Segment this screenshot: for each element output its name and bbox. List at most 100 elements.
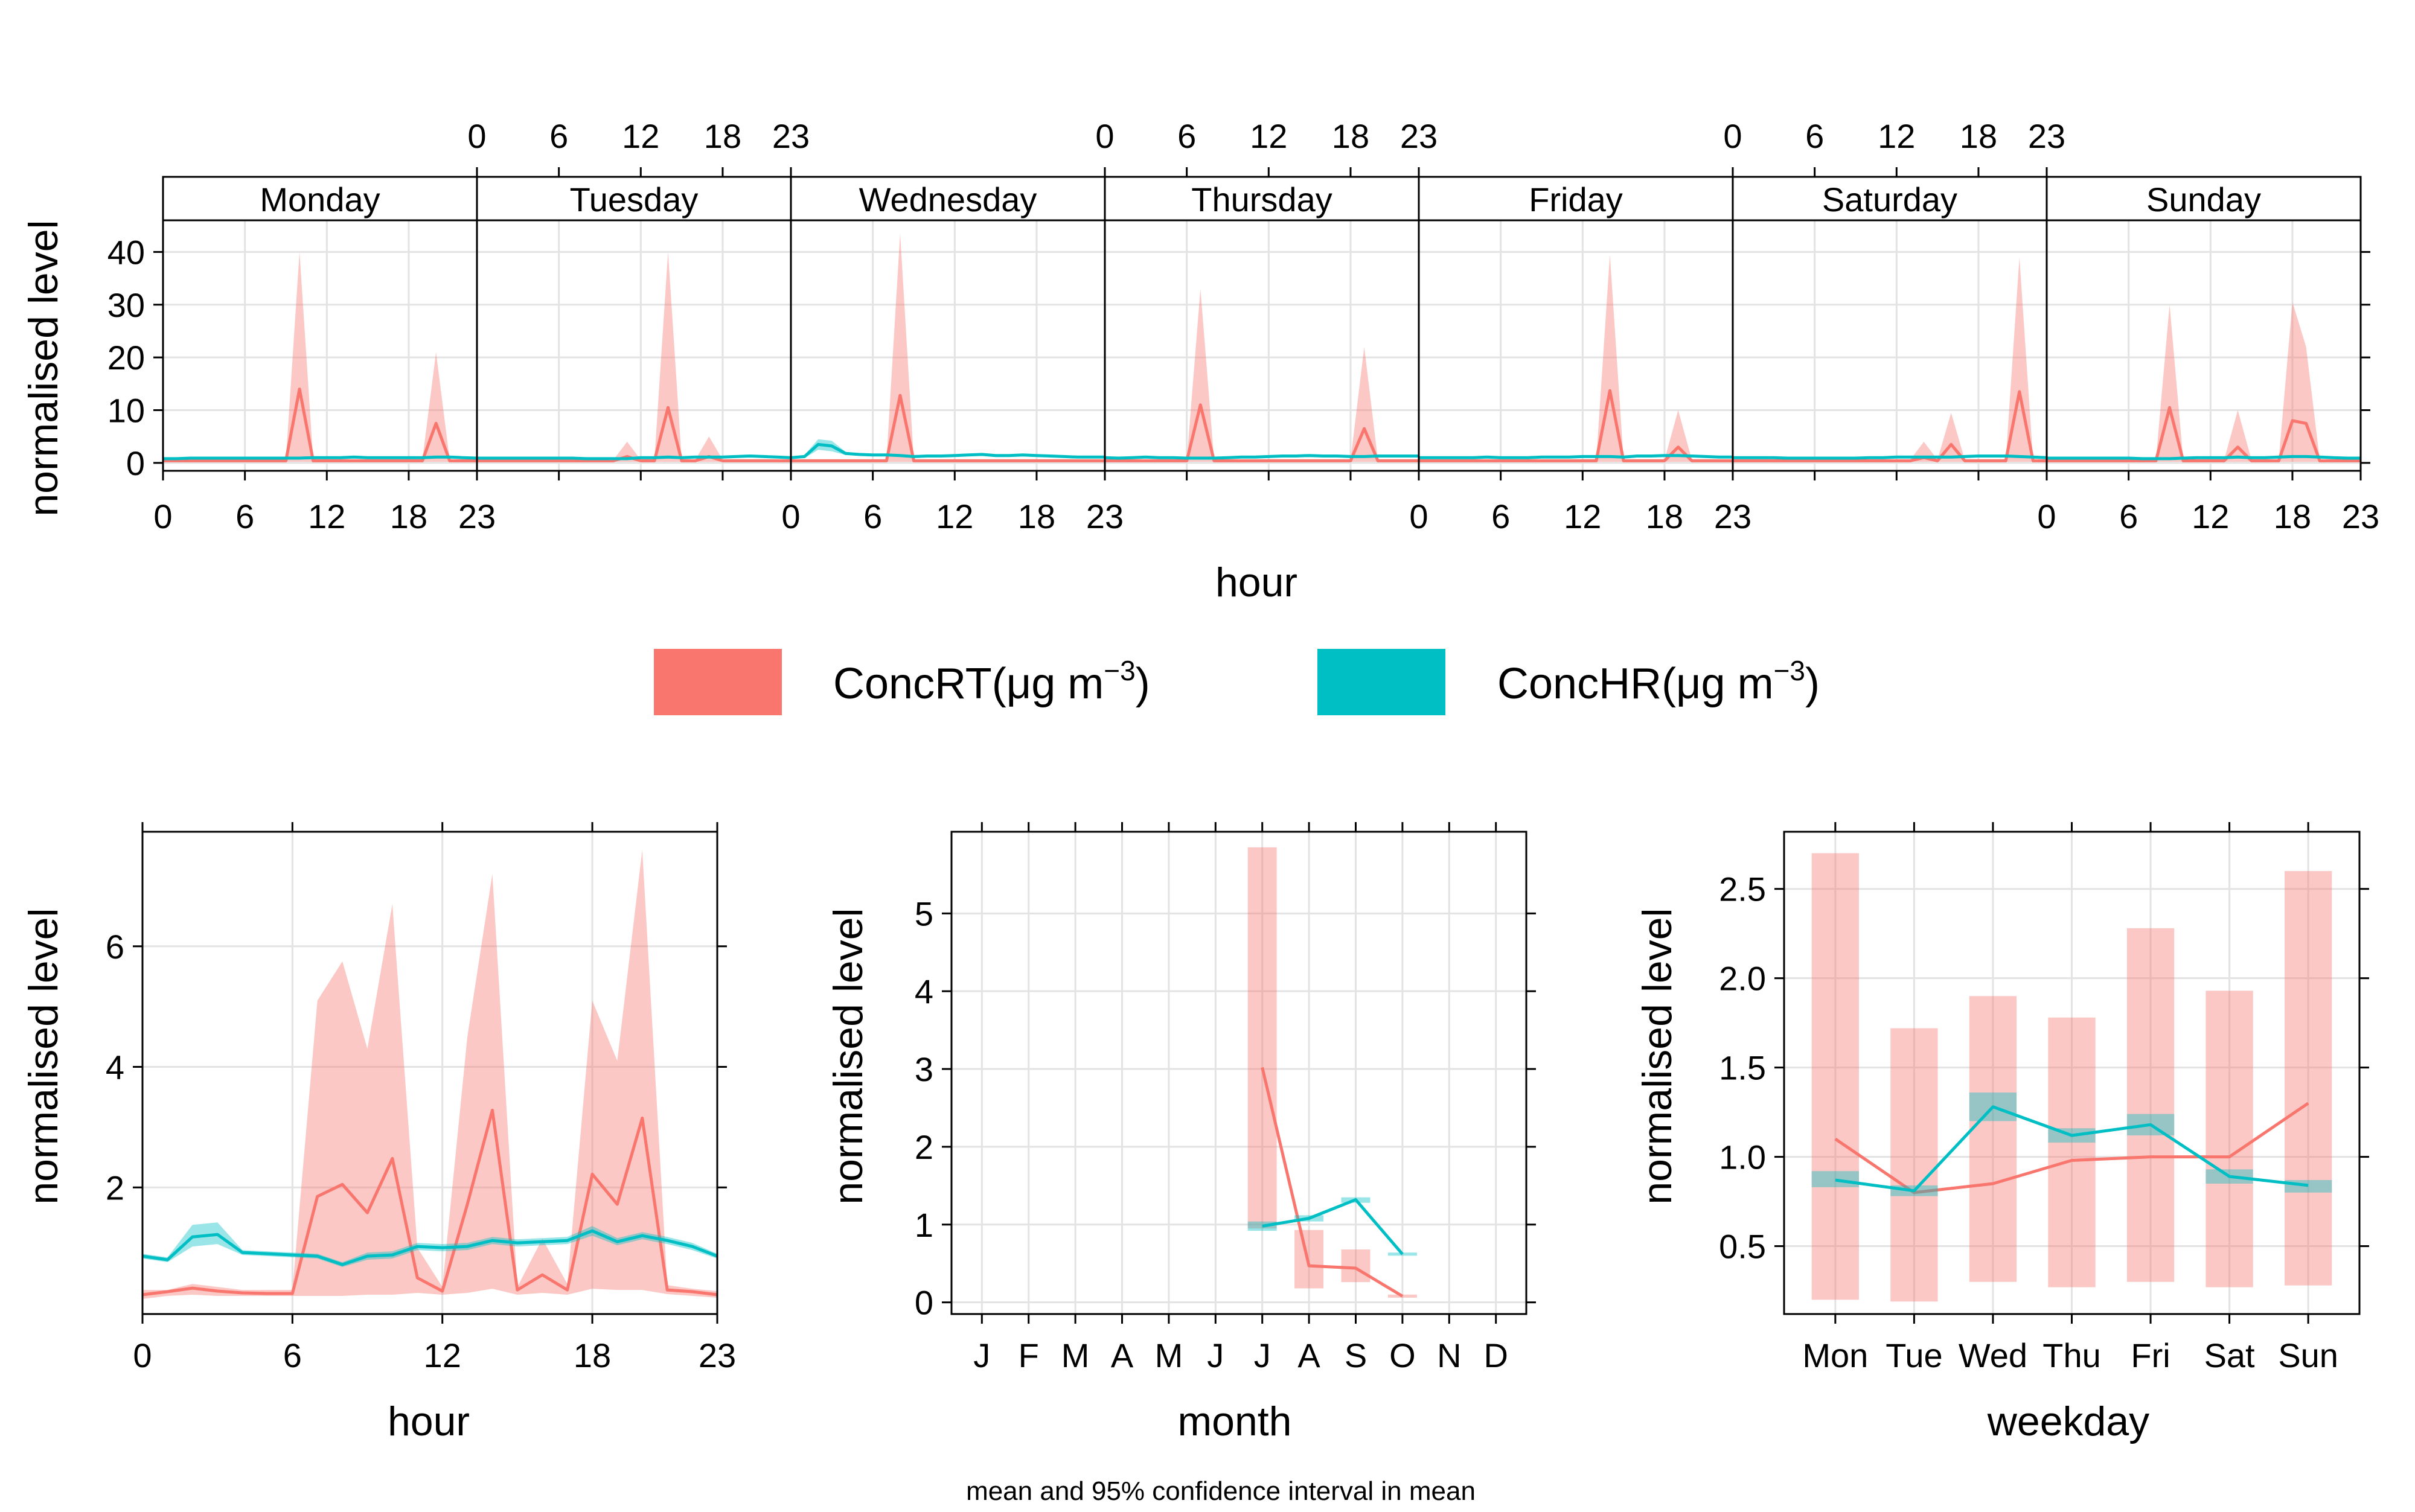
xtick-label: 18 [390,497,427,535]
xtick-label: J [973,1336,990,1374]
xtick-label: 23 [2028,117,2065,155]
strip-label-wednesday: Wednesday [859,180,1037,219]
xtick-label: 6 [549,117,568,155]
series-line-conchr [1262,1198,1404,1255]
series-line-conchr [1733,455,2047,460]
legend-swatch-conchr [1317,649,1445,715]
dayhour-panel-wednesday: Wednesday 0 6 12 18 23 [781,177,1124,535]
xtick-label: 0 [2037,497,2056,535]
xtick-label: Sat [2204,1336,2255,1374]
hour-xlabel: hour [388,1399,470,1444]
ci-bar-concrt [1969,996,2017,1282]
ytick-label: 2 [106,1169,124,1207]
xtick-label: 23 [1400,117,1438,155]
xtick-label: 0 [1409,497,1428,535]
ytick-label: 6 [106,928,124,966]
ytick-label: 30 [107,286,145,324]
ytick-label: 2.0 [1719,960,1766,998]
weekday-xlabel: weekday [1987,1399,2149,1444]
ytick-label: 1.5 [1719,1049,1766,1087]
xtick-label: 18 [1960,117,1997,155]
xtick-label: 12 [1878,117,1915,155]
xtick-label: M [1155,1336,1183,1374]
xtick-label: 12 [622,117,659,155]
ci-bar-concrt [2048,1017,2096,1287]
panel-frame [790,219,1106,472]
dayhour-panel-thursday: Thursday 0 6 12 18 23 [1095,117,1438,480]
ci-bar-conchr [1811,1171,1860,1187]
series-line-conchr [163,455,478,461]
xtick-label: 18 [1646,497,1683,535]
legend-swatch-concrt [654,649,782,715]
series-line-concrt [1733,390,2047,462]
xtick-label: 6 [2119,497,2138,535]
xtick-label: 12 [1564,497,1601,535]
xtick-label: 23 [2342,497,2379,535]
xtick-label: Mon [1802,1336,1868,1374]
dayhour-panel-tuesday: Tuesday 0 6 12 18 23 [467,117,810,480]
ci-band-concrt [163,252,477,462]
ci-bar-concrt [2205,990,2253,1287]
ytick-label: 1.0 [1719,1138,1766,1176]
strip-label-tuesday: Tuesday [570,180,699,219]
xtick-label: 18 [2274,497,2311,535]
ytick-label: 4 [106,1048,124,1086]
xtick-label: 23 [772,117,810,155]
panel-frame [476,219,792,472]
ci-band-concrt [791,233,1105,462]
xtick-label: Sun [2278,1336,2338,1374]
panel-frame [950,831,1527,1315]
xtick-label: 23 [699,1336,736,1374]
ytick-label: 20 [107,339,145,377]
ci-bar-concrt [2284,871,2332,1286]
dayhour-panel-sunday: Sunday 0 6 12 18 23 [2037,177,2379,535]
xtick-label: 6 [1805,117,1824,155]
caption: mean and 95% confidence interval in mean [966,1476,1476,1506]
dayhour-ylabel: normalised level [21,220,66,516]
xtick-label: 0 [133,1336,152,1374]
series-line-conchr [1419,454,1733,459]
ci-bar-concrt [1247,847,1277,1229]
weekday-ylabel: normalised level [1634,908,1680,1204]
ytick-label: 0 [126,444,145,482]
xtick-label: 23 [458,497,496,535]
series-line-concrt [1105,403,1419,462]
series-line-conchr [2047,455,2361,461]
strip-label-saturday: Saturday [1822,180,1957,219]
xtick-label: 23 [1714,497,1751,535]
xtick-label: 6 [1491,497,1510,535]
xtick-label: A [1111,1336,1134,1374]
series-line-concrt [142,1108,718,1297]
xtick-label: Fri [2131,1336,2170,1374]
hour-panel-group: 0 6 12 18 23 2 4 6 [106,822,736,1374]
panel-frame [2046,219,2362,472]
series-line-concrt [791,394,1105,462]
xtick-label: 6 [283,1336,302,1374]
ci-band-concrt [2047,302,2361,462]
ytick-label: 0 [915,1284,933,1322]
panel-frame [141,831,718,1315]
ytick-label: 5 [915,895,933,933]
strip-label-monday: Monday [260,180,380,219]
xtick-label: 12 [936,497,973,535]
dayhour-strip-band [162,176,2362,222]
hour-ylabel: normalised level [21,908,66,1204]
series-line-conchr [1104,454,1419,460]
xtick-label: Wed [1959,1336,2027,1374]
strip-label-friday: Friday [1529,180,1623,219]
ci-band-concrt [1105,289,1419,462]
legend-label-conchr: ConcHR(μg m−3) [1497,655,1820,708]
series-line-conchr [1835,1105,2309,1193]
ytick-label: 0.5 [1719,1228,1766,1266]
dayhour-xlabel: hour [1215,560,1297,605]
xtick-label: M [1061,1336,1090,1374]
xtick-label: 0 [153,497,172,535]
xtick-label: 0 [1095,117,1114,155]
ci-bar-concrt [1294,1230,1324,1289]
dayhour-panel-monday: Monday 0 6 12 18 23 [153,177,496,535]
ci-bar-concrt [1811,853,1860,1300]
xtick-label: O [1389,1336,1416,1374]
